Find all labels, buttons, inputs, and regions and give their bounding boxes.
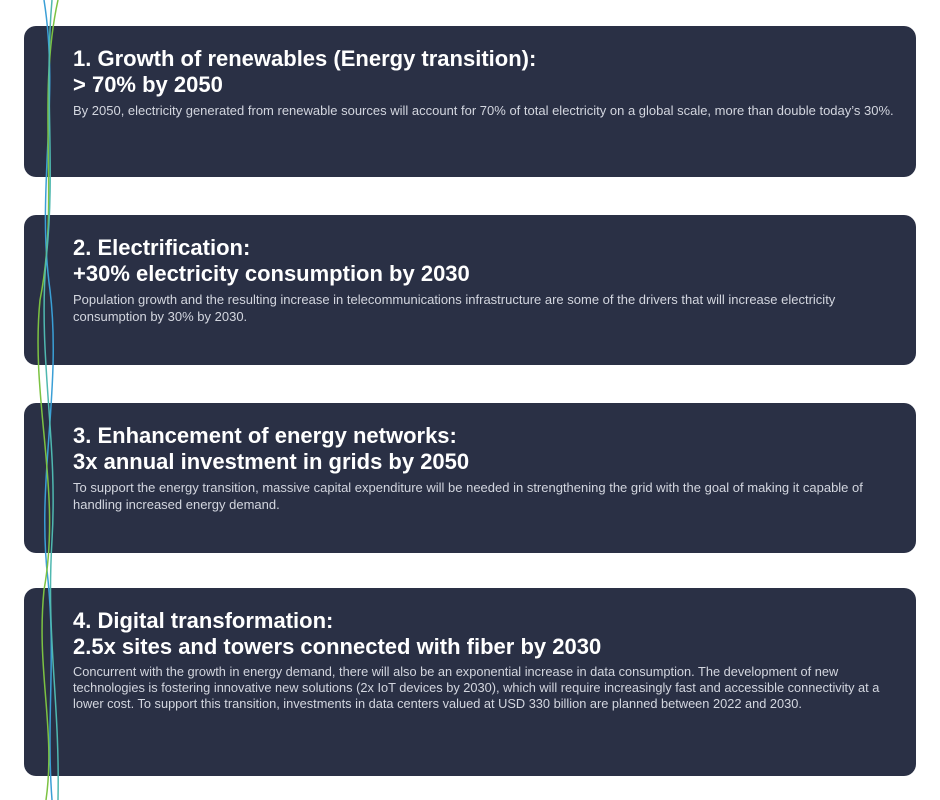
card-title-line2: 2.5x sites and towers connected with fib… xyxy=(73,634,602,659)
info-card-energy-networks: 3. Enhancement of energy networks: 3x an… xyxy=(24,403,916,553)
card-title-line1: 2. Electrification: xyxy=(73,235,251,260)
card-description: Population growth and the resulting incr… xyxy=(73,292,836,324)
card-title: 2. Electrification: +30% electricity con… xyxy=(73,235,894,287)
card-description: To support the energy transition, massiv… xyxy=(73,480,863,512)
card-title-line2: 3x annual investment in grids by 2050 xyxy=(73,449,470,474)
info-card-digital-transformation: 4. Digital transformation: 2.5x sites an… xyxy=(24,588,916,776)
card-description: Concurrent with the growth in energy dem… xyxy=(73,664,880,711)
card-title-line1: 3. Enhancement of energy networks: xyxy=(73,423,457,448)
card-title: 1. Growth of renewables (Energy transiti… xyxy=(73,46,894,98)
info-card-electrification: 2. Electrification: +30% electricity con… xyxy=(24,215,916,365)
card-title: 3. Enhancement of energy networks: 3x an… xyxy=(73,423,894,475)
card-title-line1: 1. Growth of renewables (Energy transiti… xyxy=(73,46,537,71)
card-title-line2: +30% electricity consumption by 2030 xyxy=(73,261,470,286)
card-title-line2: > 70% by 2050 xyxy=(73,72,223,97)
card-title-line1: 4. Digital transformation: xyxy=(73,608,334,633)
info-card-renewables: 1. Growth of renewables (Energy transiti… xyxy=(24,26,916,177)
card-title: 4. Digital transformation: 2.5x sites an… xyxy=(73,608,894,660)
card-description: By 2050, electricity generated from rene… xyxy=(73,103,894,118)
